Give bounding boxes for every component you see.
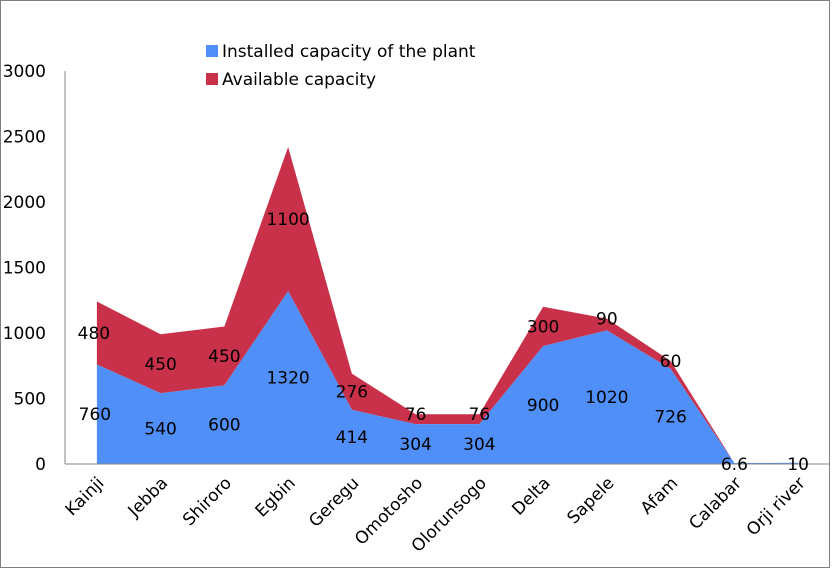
data-label-available-omotosho: 76 bbox=[405, 405, 427, 425]
legend-label-available-capacity: Available capacity bbox=[222, 70, 376, 90]
data-label-installed-calabar: 6.6 bbox=[721, 455, 748, 475]
data-label-installed-shiroro: 600 bbox=[208, 416, 240, 436]
legend: Installed capacity of the plant Available… bbox=[206, 42, 476, 90]
x-tick-label-kainji: Kainji bbox=[62, 473, 109, 520]
x-tick-label-calabar: Calabar bbox=[685, 473, 746, 534]
x-tick-label-afam: Afam bbox=[637, 473, 682, 518]
legend-label-installed-capacity-of-the-plant: Installed capacity of the plant bbox=[222, 42, 476, 62]
data-label-installed-delta: 900 bbox=[527, 396, 559, 416]
legend-swatch-installed-capacity-of-the-plant bbox=[206, 45, 218, 57]
y-tick-label-3000: 3000 bbox=[3, 62, 46, 82]
data-label-installed-egbin: 1320 bbox=[266, 369, 309, 389]
x-tick-label-sapele: Sapele bbox=[564, 473, 619, 528]
series-installed-capacity-of-the-plant-area bbox=[96, 291, 799, 464]
x-tick-label-jebba: Jebba bbox=[124, 473, 172, 521]
y-tick-label-500: 500 bbox=[14, 390, 46, 410]
y-tick-label-1000: 1000 bbox=[3, 324, 46, 344]
data-label-installed-jebba: 540 bbox=[144, 420, 176, 440]
y-tick-label-2000: 2000 bbox=[3, 193, 46, 213]
legend-swatch-available-capacity bbox=[206, 73, 218, 85]
data-label-installed-afam: 726 bbox=[654, 407, 686, 427]
x-tick-label-shiroro: Shiroro bbox=[179, 473, 236, 530]
x-tick-label-orji-river: Orji river bbox=[743, 473, 810, 540]
data-label-available-jebba: 450 bbox=[144, 355, 176, 375]
x-tick-label-egbin: Egbin bbox=[252, 473, 300, 521]
y-tick-label-1500: 1500 bbox=[3, 259, 46, 279]
y-tick-labels: 0 500 1000 1500 2000 2500 3000 bbox=[3, 62, 46, 475]
axes-layer bbox=[64, 71, 830, 465]
data-label-installed-geregu: 414 bbox=[336, 428, 368, 448]
data-label-available-afam: 60 bbox=[660, 352, 682, 372]
data-label-available-kainji: 480 bbox=[78, 324, 110, 344]
x-tick-label-delta: Delta bbox=[508, 473, 554, 519]
data-label-installed-kainji: 760 bbox=[79, 405, 111, 425]
data-label-available-delta: 300 bbox=[527, 317, 559, 337]
data-label-available-shiroro: 450 bbox=[208, 347, 240, 367]
data-label-available-sapele: 90 bbox=[596, 310, 618, 330]
data-label-installed-olorunsogo: 304 bbox=[463, 435, 495, 455]
x-tick-label-geregu: Geregu bbox=[305, 473, 363, 531]
data-label-installed-omotosho: 304 bbox=[399, 435, 431, 455]
data-label-installed-orji-river: 10 bbox=[787, 455, 809, 475]
area-layer bbox=[96, 146, 799, 464]
series-available-capacity-area bbox=[96, 146, 799, 464]
data-label-installed-sapele: 1020 bbox=[585, 388, 628, 408]
y-tick-label-2500: 2500 bbox=[3, 128, 46, 148]
data-label-available-olorunsogo: 76 bbox=[469, 405, 491, 425]
data-label-available-geregu: 276 bbox=[336, 383, 368, 403]
data-labels: 760 480 540 450 600 450 1320 1100 414 276 304 76 304… bbox=[78, 210, 809, 475]
x-tick-labels: Kainji Jebba Shiroro Egbin GereguOmotoshoOlo… bbox=[62, 473, 810, 556]
y-tick-label-0: 0 bbox=[35, 455, 46, 475]
data-label-available-egbin: 1100 bbox=[266, 210, 309, 230]
